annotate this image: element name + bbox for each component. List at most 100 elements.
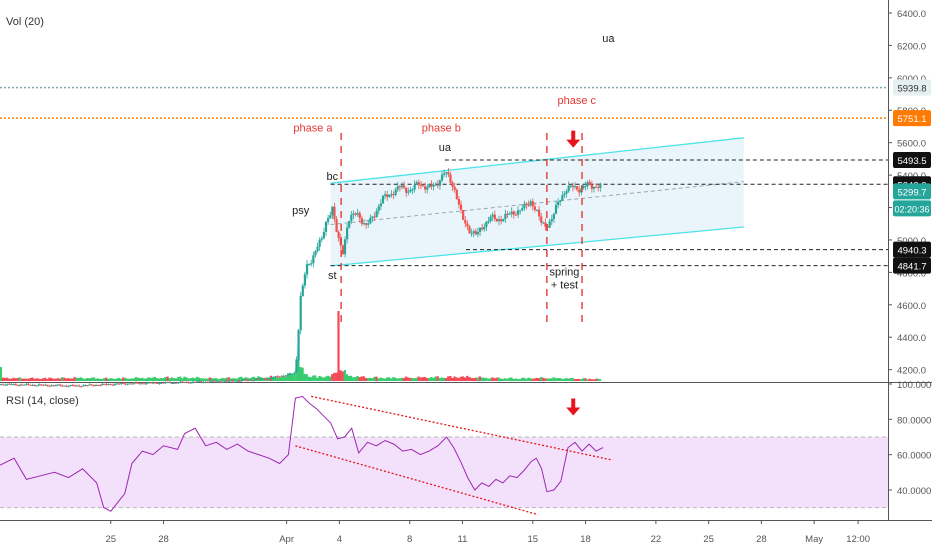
volume-bar xyxy=(542,377,545,381)
volume-bar xyxy=(170,377,173,381)
volume-bar xyxy=(347,375,351,381)
candle-body xyxy=(578,189,581,193)
candle-body xyxy=(35,385,39,387)
volume-bar xyxy=(573,379,576,381)
volume-bar xyxy=(149,377,152,381)
candle-body xyxy=(386,194,389,198)
candle-body xyxy=(187,382,190,384)
volume-bar xyxy=(288,373,292,381)
volume-bar xyxy=(335,372,338,381)
candle-body xyxy=(584,185,587,187)
candle-body xyxy=(409,189,412,192)
volume-bar xyxy=(504,378,507,381)
candle-body xyxy=(82,385,85,387)
chart-annotation: psy xyxy=(292,205,310,217)
candle-body xyxy=(478,227,482,232)
candle-body xyxy=(514,214,518,216)
volume-bar xyxy=(383,378,387,381)
candle-body xyxy=(221,381,224,383)
candle-body xyxy=(236,380,239,382)
volume-bar xyxy=(219,378,222,381)
rsi-down-arrow xyxy=(566,398,581,416)
candle-body xyxy=(276,376,279,378)
candle-body xyxy=(56,384,60,386)
candle-body xyxy=(350,214,353,221)
candle-body xyxy=(92,385,95,387)
volume-bar xyxy=(215,378,218,381)
candle-body xyxy=(126,383,129,385)
candle-body xyxy=(322,231,326,239)
candle-body xyxy=(428,184,431,188)
candle-body xyxy=(31,384,34,386)
volume-bar xyxy=(297,349,300,381)
volume-bar xyxy=(563,378,566,381)
volume-bar xyxy=(50,377,53,381)
volume-bar xyxy=(27,378,30,381)
volume-bar xyxy=(301,367,304,381)
volume-bar xyxy=(160,377,163,381)
volume-bar xyxy=(415,377,418,381)
candle-body xyxy=(12,383,15,385)
candle-body xyxy=(286,373,290,376)
volume-bar xyxy=(204,378,207,381)
volume-bar xyxy=(179,376,182,381)
volume-bar xyxy=(470,377,473,381)
candle-body xyxy=(120,383,123,385)
candle-body xyxy=(343,239,347,255)
candle-body xyxy=(263,378,266,380)
volume-bar xyxy=(132,378,135,381)
candle-body xyxy=(78,385,81,387)
candle-body xyxy=(392,194,395,196)
candle-body xyxy=(367,223,370,225)
volume-bar xyxy=(299,367,302,381)
volume-bar xyxy=(516,379,519,381)
volume-bar xyxy=(71,378,74,381)
volume-bar xyxy=(514,378,517,381)
volume-bar xyxy=(390,378,393,381)
volume-bar xyxy=(202,378,205,381)
candle-body xyxy=(170,382,174,384)
volume-bar xyxy=(480,377,484,381)
volume-bar xyxy=(183,376,186,381)
candle-body xyxy=(73,385,77,387)
volume-bar xyxy=(596,378,600,381)
volume-bar xyxy=(575,379,579,381)
volume-bar xyxy=(421,377,424,381)
volume-bar xyxy=(200,378,203,381)
volume-bar xyxy=(274,377,277,381)
volume-bar xyxy=(501,378,505,381)
volume-bar xyxy=(90,377,93,381)
volume-bar xyxy=(122,377,125,381)
candle-body xyxy=(519,210,522,212)
candle-body xyxy=(523,203,526,209)
volume-bar xyxy=(411,377,414,381)
volume-bar xyxy=(476,377,479,381)
volume-bar xyxy=(284,376,287,381)
candle-body xyxy=(569,185,572,187)
volume-bar xyxy=(326,375,330,381)
candle-body xyxy=(324,221,328,232)
candle-body xyxy=(542,222,545,224)
candle-body xyxy=(540,216,543,223)
volume-bar xyxy=(584,378,587,381)
volume-bar xyxy=(388,377,391,381)
volume-bar xyxy=(16,377,19,381)
chart-annotation: ua xyxy=(439,142,452,154)
candle-body xyxy=(335,218,338,233)
volume-bar xyxy=(58,378,62,381)
volume-bar xyxy=(594,378,598,381)
candle-body xyxy=(23,384,26,386)
volume-bar xyxy=(63,377,66,381)
volume-bar xyxy=(426,378,429,381)
candle-body xyxy=(261,378,264,380)
candle-body xyxy=(61,385,64,387)
candle-body xyxy=(248,379,252,381)
volume-bar xyxy=(221,377,224,381)
candle-body xyxy=(14,383,17,386)
candle-body xyxy=(128,383,131,385)
volume-bar xyxy=(79,377,83,381)
volume-bar xyxy=(210,378,213,381)
time-axis-label: May xyxy=(805,534,823,545)
candle-body xyxy=(103,383,106,385)
